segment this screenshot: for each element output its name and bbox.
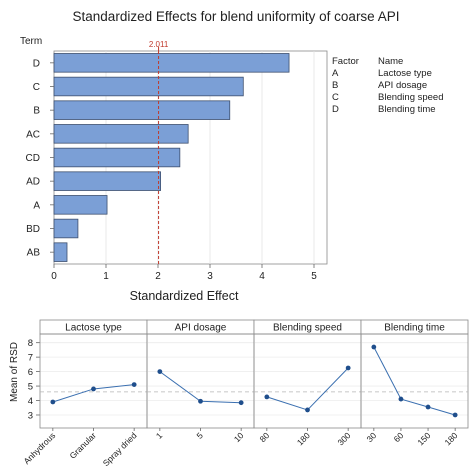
y-tick-label: 6 (28, 367, 33, 378)
panel-blending-time: Blending time 30 60 150 180 (360, 319, 469, 447)
legend-factor-d: D (332, 104, 339, 115)
term-label-b: B (33, 106, 40, 117)
pareto-title: Standardized Effects for blend uniformit… (73, 9, 400, 24)
effect-point (157, 369, 163, 374)
panel-api-dosage: API dosage 1 5 10 (146, 319, 255, 444)
legend-factor-b: B (332, 80, 338, 91)
effect-point (91, 386, 96, 392)
y-tick-label: 4 (28, 396, 33, 407)
x-tick-labels: 0 1 2 3 4 5 (51, 264, 317, 282)
bar-ab (53, 242, 68, 262)
x-level-label: Anhydrous (21, 430, 57, 466)
effect-point (425, 404, 431, 410)
term-label-c: C (33, 82, 40, 93)
effect-point (264, 394, 270, 400)
bar-a (53, 195, 108, 215)
x-level-label: Granular (67, 430, 98, 461)
x-tick-label: 2 (155, 271, 161, 282)
panel-frame (360, 333, 469, 429)
main-effects-y-axis-label: Mean of RSD (9, 342, 20, 402)
effect-point (198, 398, 203, 404)
x-tick-label: 1 (103, 271, 109, 282)
term-label-ad: AD (26, 177, 40, 188)
legend-name-header: Name (378, 56, 403, 67)
y-tick-label: 3 (28, 410, 33, 421)
panel-frame (39, 333, 148, 429)
effect-point (371, 344, 377, 350)
panel-title: API dosage (175, 323, 227, 334)
x-level-label: 5 (194, 430, 205, 441)
bar-ad (53, 171, 161, 191)
main-effects-panels: Lactose type Anhydrous Granular Spray dried… (21, 319, 469, 468)
x-axis-label: Standardized Effect (130, 289, 239, 303)
x-tick-label: 5 (311, 271, 317, 282)
x-level-label: 180 (442, 430, 459, 447)
x-level-label: 300 (335, 430, 352, 447)
bar-c (53, 76, 244, 97)
effect-point (238, 400, 244, 406)
legend-name-c: Blending speed (378, 92, 444, 103)
y-tick-label: 7 (28, 353, 33, 364)
x-level-label: 80 (257, 430, 271, 444)
factor-legend: Factor Name A Lactose type B API dosage … (332, 56, 444, 115)
panel-title: Blending speed (273, 323, 342, 334)
x-tick-label: 4 (259, 271, 265, 282)
x-level-label: Spray dried (101, 430, 139, 468)
legend-factor-header: Factor (332, 56, 359, 67)
legend-factor-a: A (332, 68, 339, 79)
effect-point (305, 407, 310, 413)
bar-bd (53, 218, 79, 239)
effect-point (131, 382, 137, 388)
panel-title: Lactose type (65, 323, 122, 334)
pareto-bars (53, 53, 290, 262)
y-tick-label: 5 (28, 382, 33, 393)
panel-frame (146, 333, 255, 429)
effect-point (345, 365, 351, 371)
term-tick-labels: D C B AC CD AD A BD AB (26, 58, 54, 259)
term-label-cd: CD (26, 153, 40, 164)
bar-ac (53, 124, 189, 144)
bar-cd (53, 147, 181, 168)
y-tick-label: 8 (28, 338, 33, 349)
term-axis-label: Term (20, 36, 42, 47)
x-level-label: 60 (392, 430, 406, 444)
effect-point (50, 399, 56, 405)
legend-name-a: Lactose type (378, 68, 432, 79)
panel-frame (253, 333, 362, 429)
legend-name-b: API dosage (378, 80, 427, 91)
effect-line (373, 346, 456, 416)
main-effects-y-tick-labels: 3 4 5 6 7 8 (28, 338, 40, 421)
reference-line-label: 2.011 (149, 40, 169, 49)
x-level-label: 10 (232, 430, 246, 444)
x-level-label: 150 (415, 430, 432, 447)
legend-factor-c: C (332, 92, 339, 103)
effect-line (266, 367, 349, 411)
effect-point (398, 396, 404, 402)
panel-blending-speed: Blending speed 80 180 300 (253, 319, 362, 447)
term-label-ac: AC (26, 129, 40, 140)
term-label-bd: BD (26, 224, 40, 235)
term-label-d: D (33, 58, 40, 69)
x-level-label: 180 (295, 430, 312, 447)
panel-lactose-type: Lactose type Anhydrous Granular Spray dried (21, 319, 148, 468)
x-tick-label: 3 (207, 271, 213, 282)
term-label-ab: AB (27, 248, 41, 259)
term-label-a: A (33, 200, 40, 211)
effect-point (452, 412, 458, 418)
bar-b (53, 100, 231, 120)
panel-title: Blending time (384, 323, 445, 334)
x-level-label: 1 (154, 430, 165, 441)
legend-name-d: Blending time (378, 104, 436, 115)
bar-d (53, 53, 290, 73)
effect-line (159, 371, 242, 404)
x-level-label: 30 (364, 430, 378, 444)
x-tick-label: 0 (51, 271, 57, 282)
